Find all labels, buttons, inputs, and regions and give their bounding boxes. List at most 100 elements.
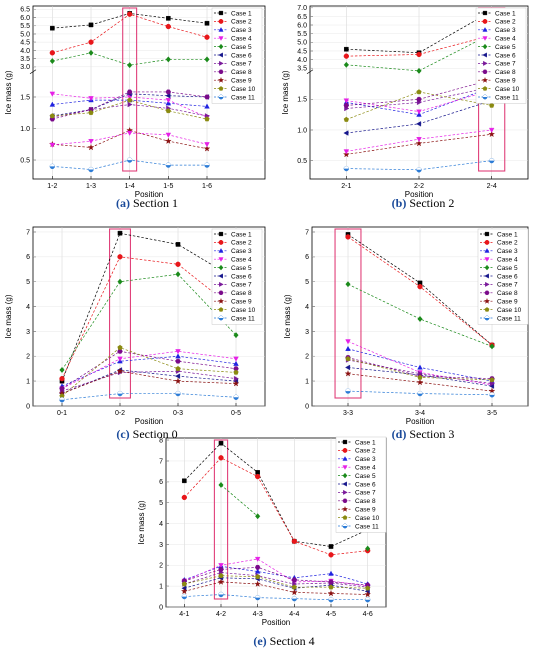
legend-label: Case 11 [497,315,521,322]
series-case-11 [181,591,371,603]
legend-label: Case 5 [355,473,376,480]
data-point [416,96,422,102]
data-point [416,109,422,115]
data-point [291,538,297,544]
panel-caption: (d) Section 3 [392,427,455,441]
data-point-half [489,392,495,395]
data-point [233,369,239,375]
data-point-half [345,388,351,392]
data-point [88,22,94,28]
data-point [126,89,133,95]
data-point [488,127,495,133]
series-case-5 [345,281,495,350]
data-point-half [175,391,181,394]
series-line [347,367,493,387]
data-point [117,254,123,260]
highlight-box [334,228,362,399]
data-point [204,94,210,100]
legend-label: Case 4 [231,36,252,43]
data-point [49,91,56,97]
y-tick-label: 6.5 [297,14,307,21]
y-tick-label: 3.0 [20,64,30,71]
panel-caption: (e) Section 4 [253,634,314,648]
legend-label: Case 5 [231,265,252,272]
data-point [416,89,422,95]
data-point [255,513,261,520]
legend-label: Case 3 [495,27,516,34]
series-case-2 [59,254,239,382]
y-tick-label: 1.0 [20,126,30,133]
y-tick-label: 5.0 [20,31,30,38]
x-axis-title: Position [135,190,163,199]
legend-label: Case 6 [355,481,376,488]
caption-label: (b) [392,196,407,210]
data-point [254,564,261,570]
legend-marker [484,264,490,271]
data-point [165,92,171,99]
legend-label: Case 11 [355,523,379,530]
data-point [59,375,65,382]
data-point [343,149,350,155]
legend-marker [218,273,223,279]
data-point-half [489,158,495,161]
series-line [184,572,368,588]
data-point [233,360,239,366]
data-point [218,455,224,461]
legend-label: Case 3 [231,248,252,255]
y-tick-label: 4.0 [297,57,307,64]
x-axis-title: Position [262,618,290,627]
series-case-3 [59,353,239,389]
series-case-2 [49,11,210,56]
data-point [345,339,351,345]
y-tick-label: 7 [305,229,309,236]
series-line [184,575,368,589]
series-line [347,373,493,392]
data-point [344,370,352,377]
caption-text: Section 0 [130,427,178,441]
legend-label: Case 5 [497,265,518,272]
data-point [127,97,133,103]
legend-label: Case 3 [497,248,518,255]
legend-marker [484,273,489,279]
panel-caption: (c) Section 0 [116,427,177,441]
data-point [49,142,56,148]
legend-marker [217,76,225,83]
data-point [204,20,210,26]
data-point [49,113,55,119]
data-point [49,101,56,107]
series-case-5 [218,481,371,552]
y-tick-label: 1 [159,584,163,591]
y-tick-label: 4 [26,304,30,311]
y-tick-label: 1.0 [297,127,307,134]
data-point [254,568,261,574]
series-case-10 [49,97,210,122]
x-tick-label: 3-5 [487,410,497,417]
series-case-11 [343,157,495,173]
data-point [49,58,55,65]
legend-label: Case 9 [495,78,516,85]
x-tick-label: 4-3 [253,611,263,618]
panel-caption: (a) Section 1 [116,196,178,210]
x-tick-label: 4-5 [326,611,336,618]
x-tick-label: 4-2 [216,611,226,618]
legend-label: Case 11 [231,94,255,101]
data-point [416,67,422,74]
data-point [232,380,240,387]
series-line [61,232,237,382]
data-point [254,580,262,587]
x-axis-title: Position [405,190,433,199]
x-tick-label: 2-4 [487,183,497,190]
y-axis-title: Ice mass (g) [4,70,13,114]
data-point [117,356,123,362]
series-line [346,160,492,171]
legend-marker [218,86,224,91]
legend-label: Case 2 [231,240,252,247]
data-point-half [117,391,123,394]
legend-label: Case 8 [495,69,516,76]
data-point-half [416,167,422,170]
chart-panel-2: 0 1 2 3 4 5 6 7 0-1 0-2 0-3 0-5 Position Ice mass (g)… [4,226,266,441]
x-axis-title: Position [406,417,434,426]
data-point-half [59,397,65,400]
caption-text: Section 4 [267,634,315,648]
